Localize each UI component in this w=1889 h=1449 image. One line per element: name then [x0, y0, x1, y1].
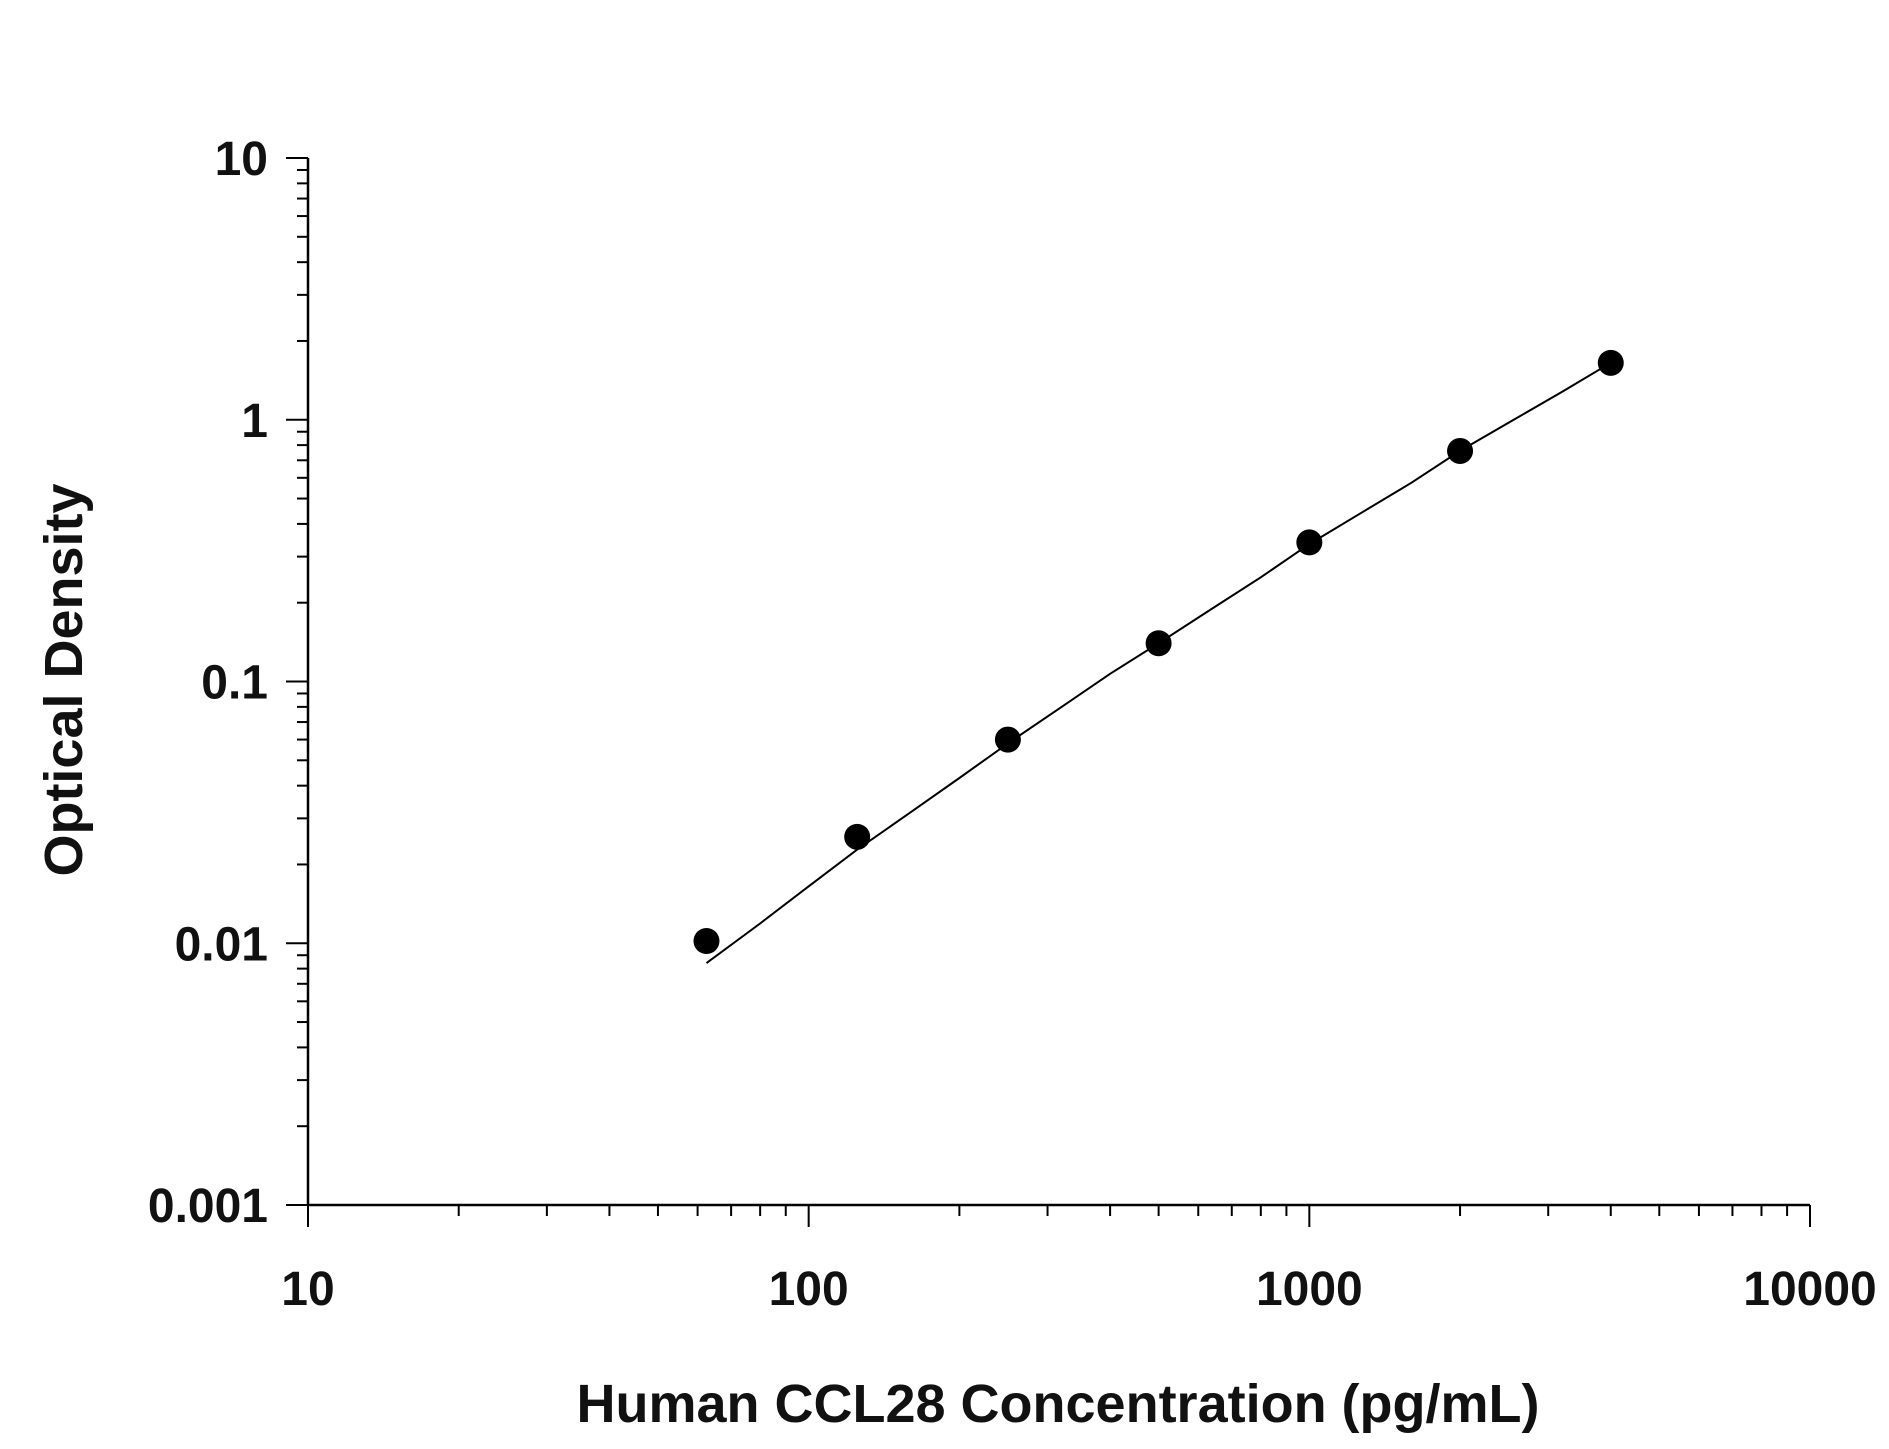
x-tick-label: 100	[769, 1263, 849, 1316]
tick-labels: 10 100 1000 10000 0.001 0.01 0.1 1 10	[148, 133, 1877, 1316]
data-point	[994, 726, 1021, 753]
y-axis-title: Optical Density	[34, 483, 94, 876]
y-tick-label: 1	[241, 395, 268, 448]
x-axis-title: Human CCL28 Concentration (pg/mL)	[576, 1374, 1539, 1434]
data-point	[693, 927, 720, 954]
y-tick-label: 0.001	[148, 1180, 268, 1233]
data-point	[1447, 437, 1474, 464]
fit-curve-line	[705, 361, 1612, 964]
x-tick-label: 1000	[1256, 1263, 1363, 1316]
y-tick-label: 10	[215, 133, 268, 186]
data-point	[1145, 630, 1172, 657]
data-point	[1296, 529, 1323, 556]
data-points	[693, 349, 1624, 954]
y-tick-label: 0.01	[175, 918, 268, 971]
fit-curve	[705, 361, 1612, 964]
x-tick-label: 10000	[1743, 1263, 1876, 1316]
y-tick-label: 0.1	[201, 657, 268, 710]
data-point	[1597, 349, 1624, 376]
axes	[306, 158, 1810, 1207]
x-tick-label: 10	[281, 1263, 334, 1316]
data-point	[844, 823, 871, 850]
tick-marks	[286, 157, 1811, 1227]
